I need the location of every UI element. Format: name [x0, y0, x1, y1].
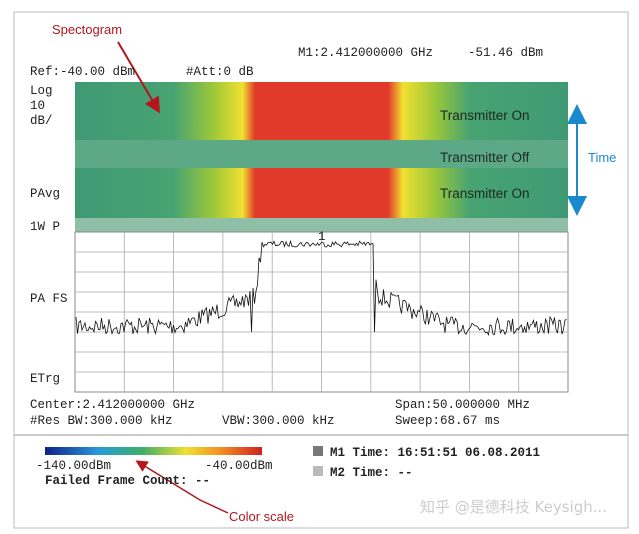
annotation: Color scale — [229, 509, 294, 524]
side-label: PAvg — [30, 187, 60, 201]
watermark: 知乎 @是德科技 Keysigh... — [420, 498, 607, 516]
side-label: ETrg — [30, 372, 60, 386]
marker-time: M2 Time: -- — [330, 466, 413, 480]
footer-text: Span:50.000000 MHz — [395, 398, 530, 412]
color-scale-min: -140.00dBm — [36, 459, 111, 473]
marker-time: M1 Time: 16:51:51 06.08.2011 — [330, 446, 540, 460]
color-scale-bar — [45, 447, 262, 455]
side-label: 1W P — [30, 220, 60, 234]
trace — [75, 239, 567, 336]
footer-text: VBW:300.000 kHz — [222, 414, 335, 428]
side-label: 10 — [30, 99, 45, 113]
marker-level: -51.46 dBm — [468, 46, 543, 60]
color-scale-max: -40.00dBm — [205, 459, 273, 473]
spectrogram-label: Transmitter Off — [440, 150, 530, 165]
annotation-arrow — [117, 41, 161, 114]
failed-frame-count: Failed Frame Count: -- — [45, 474, 210, 488]
spectrogram-label: Transmitter On — [440, 186, 530, 201]
attenuation: #Att:0 dB — [186, 65, 254, 79]
grid — [75, 232, 568, 392]
annotation: Time — [588, 150, 616, 165]
ref-level: Ref:-40.00 dBm — [30, 65, 135, 79]
m2-icon — [313, 466, 323, 476]
marker-readout: M1:2.412000000 GHz — [298, 46, 433, 60]
side-label: dB/ — [30, 114, 53, 128]
spectrogram-edge — [75, 218, 568, 232]
footer-text: Sweep:68.67 ms — [395, 414, 500, 428]
m1-icon — [313, 446, 323, 456]
annotation: Spectogram — [52, 22, 122, 37]
annotation-arrow — [135, 460, 229, 514]
spectrogram-gap — [75, 140, 568, 168]
side-label: Log — [30, 84, 53, 98]
footer-text: Center:2.412000000 GHz — [30, 398, 195, 412]
footer-text: #Res BW:300.000 kHz — [30, 414, 173, 428]
spectrogram-label: Transmitter On — [440, 108, 530, 123]
marker-number: 1 — [318, 230, 326, 244]
spectrogram-band — [75, 168, 568, 218]
side-label: PA FS — [30, 292, 68, 306]
